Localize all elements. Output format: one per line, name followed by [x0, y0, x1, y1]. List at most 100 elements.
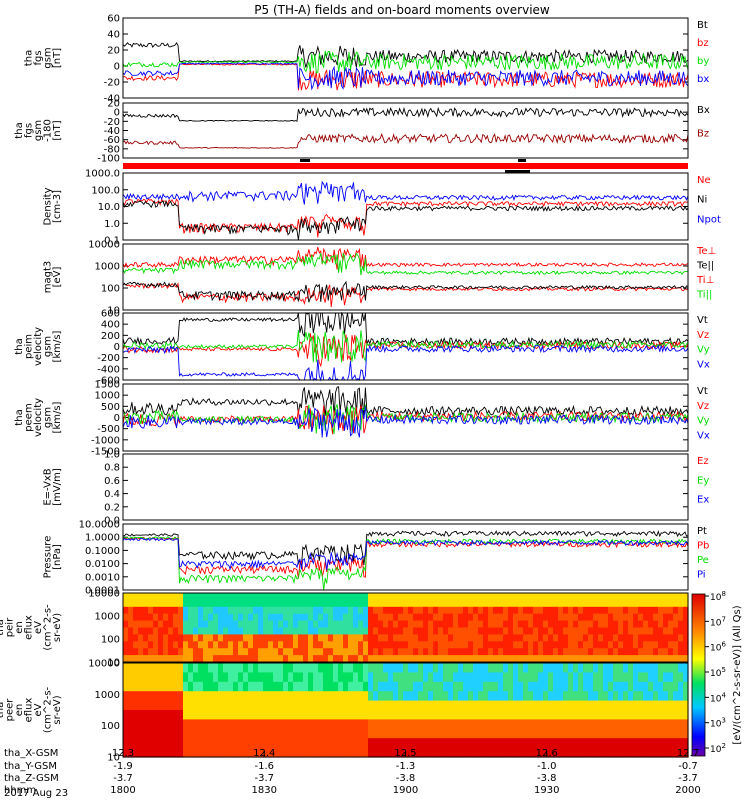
- spectrogram-cell: [423, 641, 429, 649]
- spectrogram-cell: [613, 599, 619, 608]
- spectrogram-cell: [353, 747, 359, 758]
- spectrogram-cell: [233, 606, 239, 615]
- spectrogram-cell: [523, 634, 529, 642]
- spectrogram-cell: [228, 663, 234, 673]
- spectrogram-cell: [288, 613, 294, 622]
- spectrogram-cell: [433, 599, 439, 608]
- spectrogram-cell: [448, 606, 454, 615]
- spectrogram-cell: [528, 719, 534, 730]
- spectrogram-cell: [153, 634, 159, 642]
- spectrogram-cell: [563, 620, 569, 629]
- spectrogram-cell: [548, 641, 554, 649]
- spectrogram-cell: [683, 719, 689, 730]
- spectrogram-cell: [443, 738, 449, 749]
- spectrogram-cell: [483, 700, 489, 711]
- spectrogram-cell: [653, 606, 659, 615]
- spectrogram-cell: [253, 728, 259, 739]
- spectrogram-cell: [328, 648, 334, 656]
- spectrogram-cell: [643, 620, 649, 629]
- spectrogram-cell: [538, 700, 544, 711]
- spectrogram-cell: [568, 655, 574, 663]
- spectrogram-cell: [508, 691, 514, 702]
- spectrogram-cell: [358, 593, 364, 601]
- spectrogram-cell: [508, 627, 514, 635]
- spectrogram-cell: [293, 606, 299, 615]
- spectrogram-cell: [683, 606, 689, 615]
- spectrogram-cell: [333, 641, 339, 649]
- spectrogram-cell: [608, 728, 614, 739]
- spectrogram-cell: [423, 681, 429, 692]
- spectrogram-cell: [378, 593, 384, 601]
- spectrogram-cell: [533, 691, 539, 702]
- spectrogram-cell: [303, 641, 309, 649]
- spectrogram-cell: [488, 606, 494, 615]
- spectrogram-cell: [448, 738, 454, 749]
- spectrogram-cell: [588, 627, 594, 635]
- spectrogram-cell: [278, 593, 284, 601]
- spectrogram-cell: [263, 641, 269, 649]
- spectrogram-cell: [473, 672, 479, 683]
- spectrogram-cell: [233, 641, 239, 649]
- spectrogram-cell: [653, 700, 659, 711]
- spectrogram-cell: [328, 738, 334, 749]
- spectrogram-cell: [623, 691, 629, 702]
- spectrogram-cell: [433, 747, 439, 758]
- spectrogram-cell: [133, 710, 139, 720]
- spectrogram-cell: [178, 613, 184, 622]
- spectrogram-cell: [653, 691, 659, 702]
- spectrogram-cell: [223, 738, 229, 749]
- panel-ylabel-line: tha: [0, 619, 6, 635]
- spectrogram-cell: [678, 700, 684, 711]
- spectrogram-cell: [178, 593, 184, 601]
- spectrogram-cell: [488, 634, 494, 642]
- spectrogram-cell: [578, 710, 584, 720]
- spectrogram-cell: [293, 613, 299, 622]
- y-tick-label: 100.0: [91, 185, 120, 196]
- spectrogram-cell: [128, 710, 134, 720]
- spectrogram-cell: [658, 641, 664, 649]
- spectrogram-cell: [463, 613, 469, 622]
- spectrogram-cell: [333, 620, 339, 629]
- spectrogram-cell: [418, 648, 424, 656]
- spectrogram-cell: [443, 728, 449, 739]
- spectrogram-cell: [323, 672, 329, 683]
- spectrogram-cell: [253, 613, 259, 622]
- panel-ylabel-line: Density: [43, 187, 54, 225]
- spectrogram-cell: [183, 710, 189, 720]
- spectrogram-cell: [538, 634, 544, 642]
- spectrogram-cell: [528, 620, 534, 629]
- spectrogram-cell: [198, 627, 204, 635]
- spectrogram-cell: [133, 627, 139, 635]
- spectrogram-cell: [238, 606, 244, 615]
- spectrogram-cell: [563, 627, 569, 635]
- mode-bar-marker: [518, 159, 526, 162]
- spectrogram-cell: [423, 747, 429, 758]
- spectrogram-cell: [683, 672, 689, 683]
- spectrogram-cell: [238, 747, 244, 758]
- spectrogram-cell: [533, 641, 539, 649]
- spectrogram-cell: [368, 672, 374, 683]
- spectrogram-cell: [393, 747, 399, 758]
- spectrogram-cell: [138, 728, 144, 739]
- spectrogram-cell: [288, 738, 294, 749]
- legend-entry: Vy: [697, 416, 710, 427]
- spectrogram-cell: [303, 599, 309, 608]
- spectrogram-cell: [433, 710, 439, 720]
- spectrogram-cell: [633, 691, 639, 702]
- spectrogram-cell: [498, 599, 504, 608]
- colorbar-label: [eV/(cm^2-s-sr-eV)] (All Qs): [732, 605, 743, 744]
- spectrogram-cell: [238, 663, 244, 673]
- spectrogram-cell: [408, 663, 414, 673]
- spectrogram-cell: [443, 672, 449, 683]
- spectrogram-cell: [243, 648, 249, 656]
- spectrogram-cell: [283, 747, 289, 758]
- spectrogram-cell: [623, 738, 629, 749]
- spectrogram-cell: [183, 738, 189, 749]
- series-line-0: [122, 311, 689, 347]
- spectrogram-cell: [338, 738, 344, 749]
- spectrogram-cell: [218, 627, 224, 635]
- spectrogram-cell: [408, 655, 414, 663]
- spectrogram-cell: [173, 672, 179, 683]
- spectrogram-cell: [243, 599, 249, 608]
- panel-ylabel-line: [nPa]: [52, 544, 63, 570]
